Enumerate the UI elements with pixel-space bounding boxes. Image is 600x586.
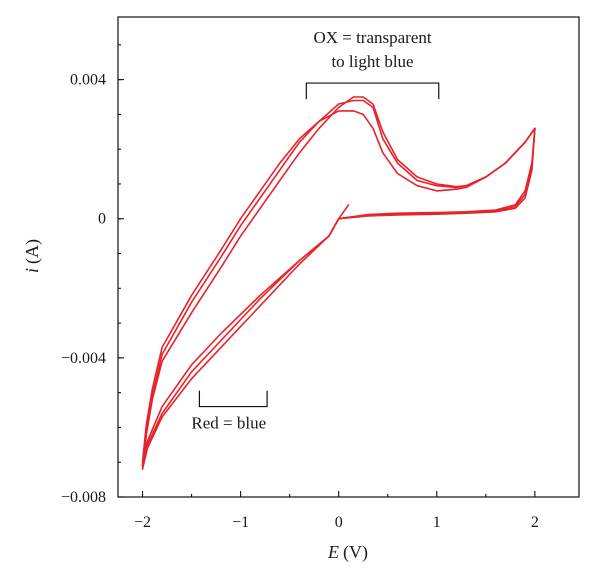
cv-cycle-3 <box>141 110 536 463</box>
cv-cycle-2 <box>141 99 536 467</box>
series-layer <box>141 96 536 470</box>
annotation-bracket <box>198 390 268 408</box>
x-tick-label: −1 <box>232 514 249 531</box>
y-tick-label: 0 <box>98 211 106 228</box>
y-tick-label: −0.004 <box>61 350 106 367</box>
y-axis-label: i(A) <box>22 239 43 273</box>
annotation-bracket <box>305 82 440 100</box>
x-tick-label: 1 <box>433 514 441 531</box>
y-tick-label: −0.008 <box>61 489 106 506</box>
x-axis-label: E (V) <box>327 542 368 563</box>
x-tick-label: −2 <box>134 514 151 531</box>
x-tick-label: 2 <box>531 514 539 531</box>
tick-labels: −2 −1 0 1 2 0.004 0 −0.004 −0.008 <box>61 72 539 531</box>
annotations: OX = transparent to light blue Red = blue <box>191 28 440 433</box>
x-tick-label: 0 <box>335 514 343 531</box>
y-tick-label: 0.004 <box>70 72 106 89</box>
annotation-text: OX = transparent <box>313 28 431 47</box>
plot-frame <box>117 16 580 498</box>
axis-ticks <box>118 44 536 498</box>
annotation-text: to light blue <box>331 52 413 71</box>
annotation-text: Red = blue <box>191 414 266 433</box>
